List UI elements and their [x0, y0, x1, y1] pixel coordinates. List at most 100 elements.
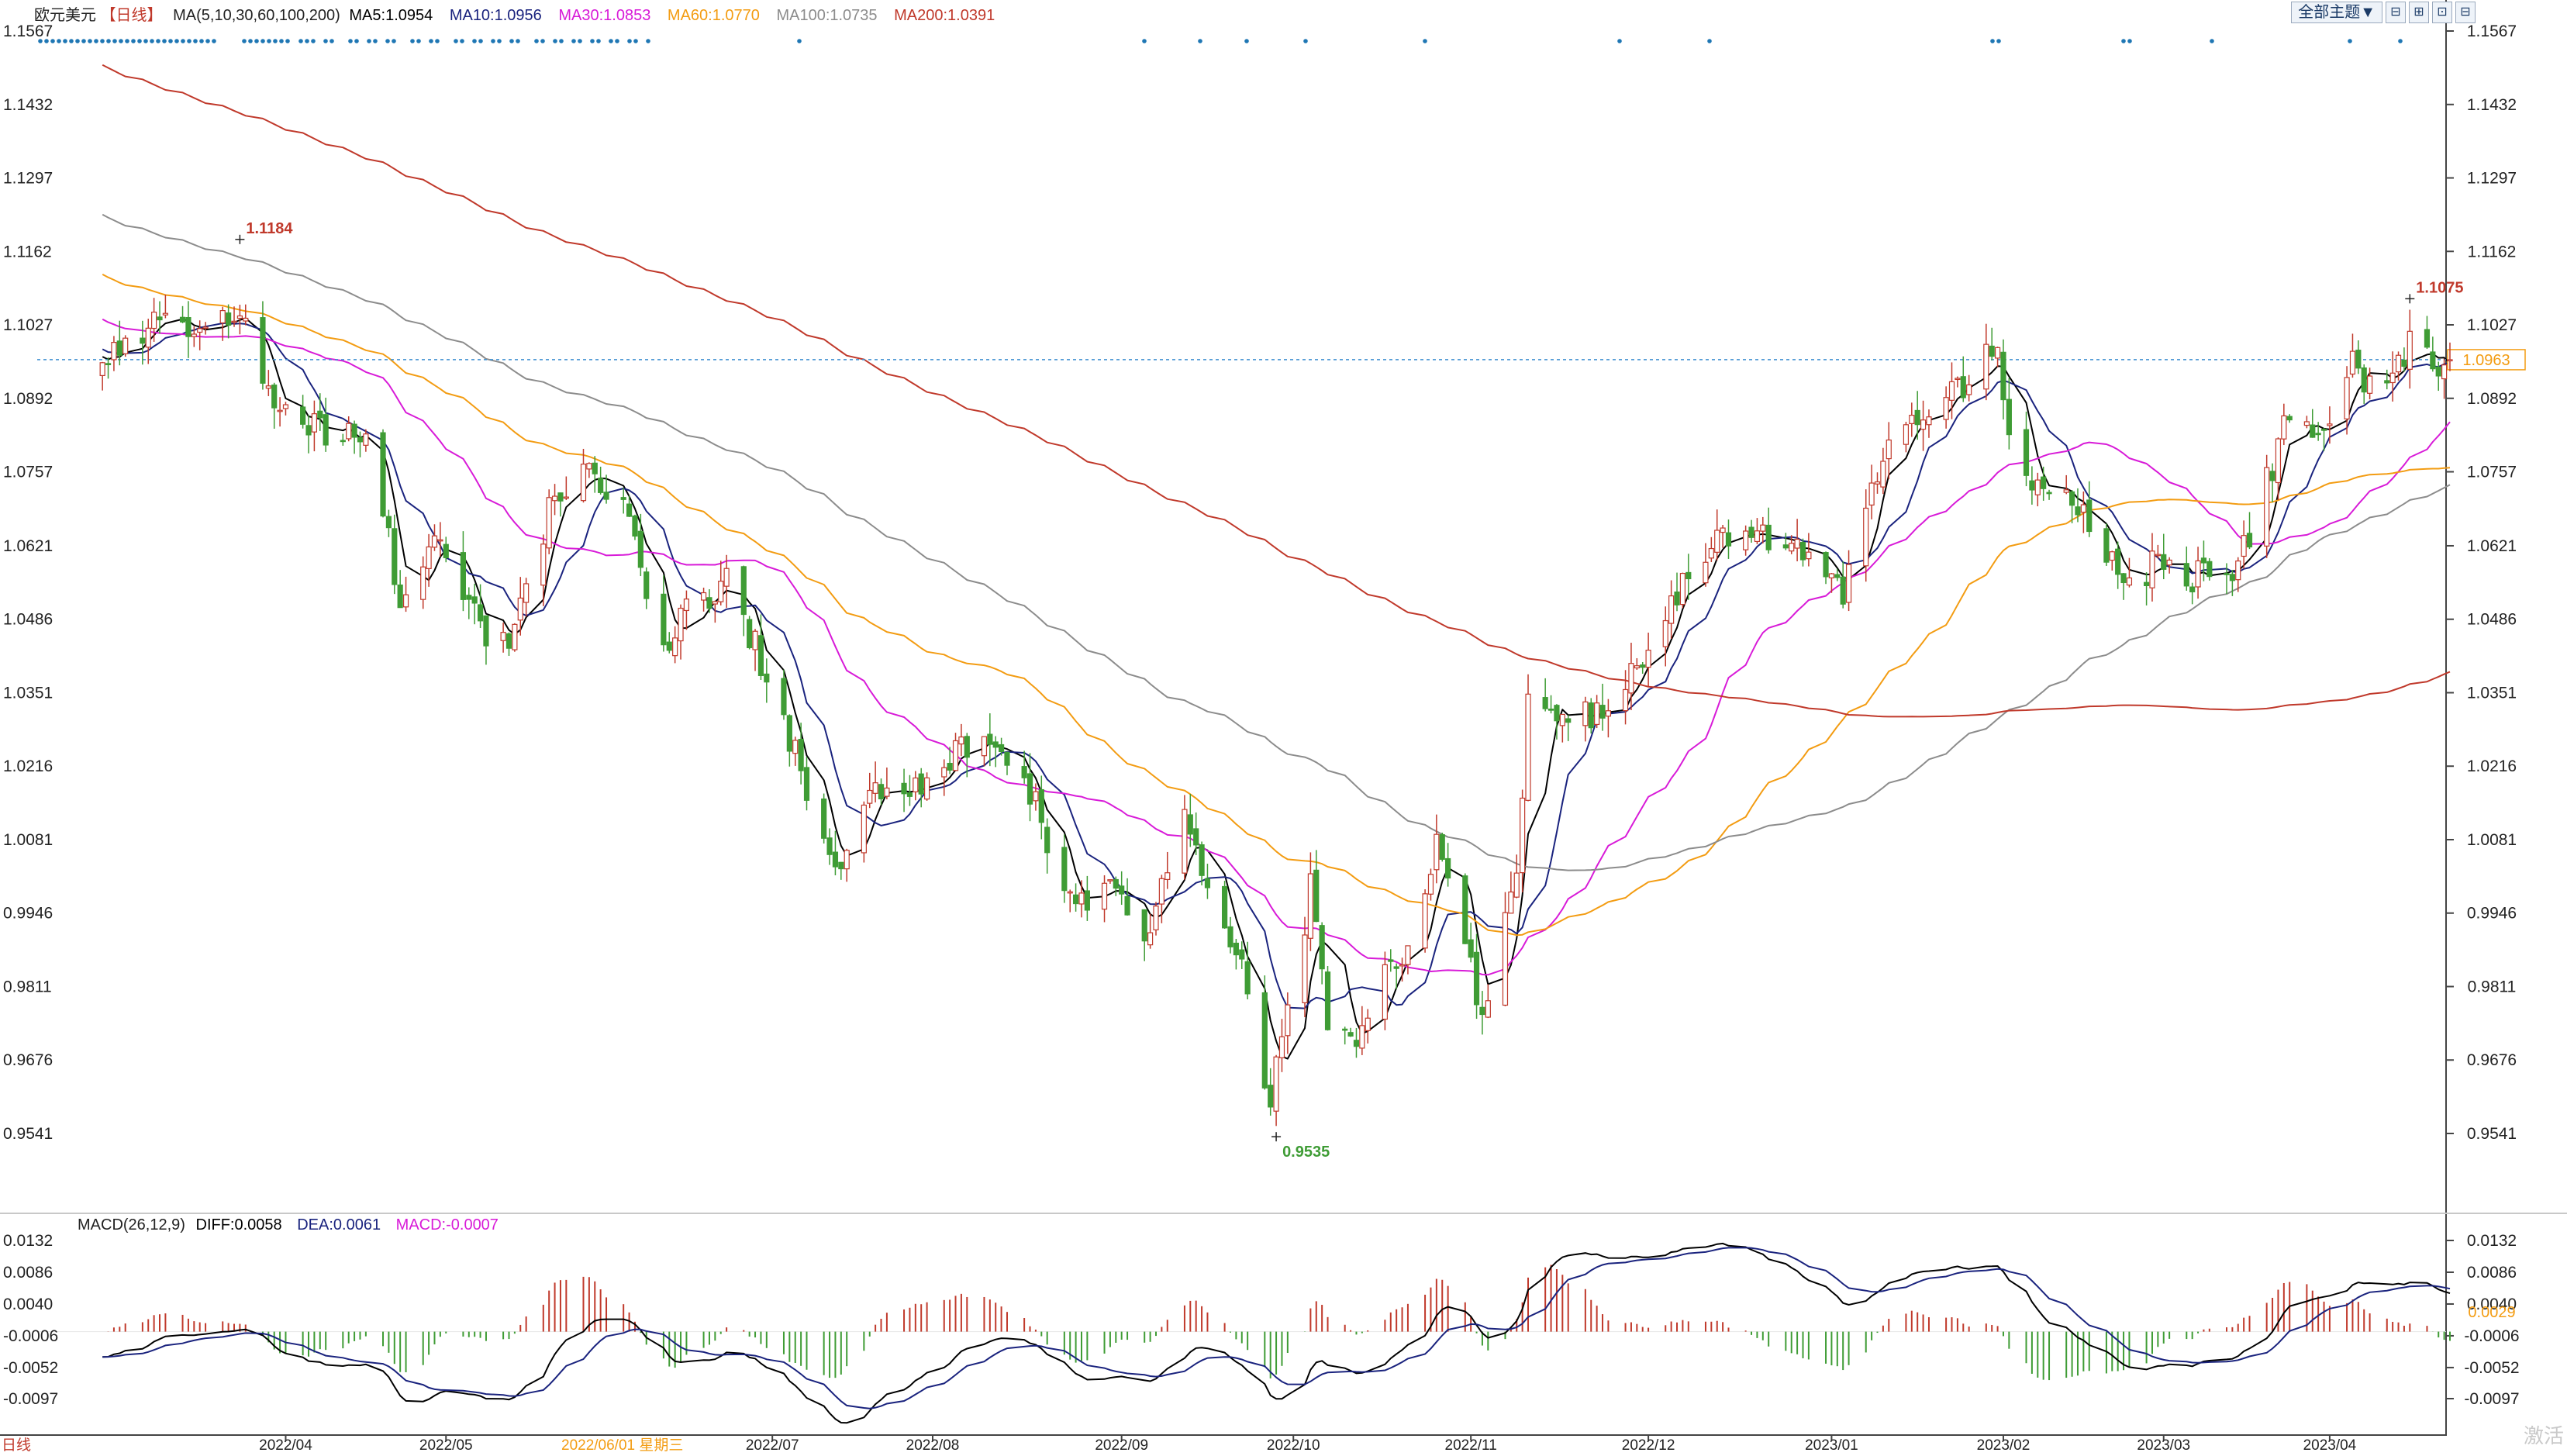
- event-dot: [2210, 39, 2214, 43]
- candle-up: [700, 592, 707, 601]
- candle-up: [1033, 791, 1039, 802]
- macd-tick-label-left: 0.0132: [3, 1232, 53, 1250]
- candle-down: [2384, 380, 2390, 384]
- candle-up: [277, 409, 283, 412]
- window-icon[interactable]: ⊡: [2432, 2, 2452, 23]
- layout-icon[interactable]: ⊟: [2386, 2, 2406, 23]
- candle-up: [1158, 878, 1164, 905]
- event-dot: [559, 39, 564, 43]
- candle-down: [1193, 828, 1199, 846]
- candle-down: [1479, 1006, 1485, 1016]
- candle-up: [1966, 384, 1972, 395]
- candle-up: [2441, 364, 2448, 380]
- ma100-line: [102, 213, 2451, 871]
- event-dot: [168, 39, 173, 43]
- candle-up: [1983, 343, 1989, 390]
- ma10-line: [102, 322, 2451, 1009]
- event-dot: [311, 39, 316, 43]
- candle-up: [1508, 891, 1514, 914]
- candle-up: [1948, 381, 1955, 401]
- candle-down: [1765, 524, 1772, 550]
- event-dot: [44, 39, 49, 43]
- macd-tick-label: 0.0040: [2467, 1296, 2517, 1313]
- candle-up: [2080, 504, 2086, 513]
- candle-down: [1439, 834, 1445, 860]
- diff-value: DIFF:0.0058: [196, 1216, 282, 1233]
- candle-down: [1268, 1085, 1274, 1108]
- dea-value: DEA:0.0061: [297, 1216, 381, 1233]
- candle-up: [1874, 481, 1881, 485]
- macd-tick-label-left: -0.0097: [3, 1390, 58, 1408]
- event-dot: [193, 39, 198, 43]
- price-tick-label: 1.1432: [2467, 96, 2517, 114]
- event-dot: [429, 39, 433, 43]
- candle-up: [1628, 663, 1634, 694]
- candle-down: [2435, 366, 2441, 377]
- candle-up: [1307, 873, 1313, 939]
- candle-down: [626, 503, 633, 517]
- candle-down: [2189, 586, 2196, 592]
- event-dot: [540, 39, 545, 43]
- candle-up: [2367, 375, 2373, 394]
- candle-down: [2000, 351, 2006, 401]
- price-tick-label-left: 1.1567: [3, 22, 53, 40]
- candle-up: [2281, 415, 2287, 440]
- candle-down: [906, 792, 913, 797]
- panel-icon[interactable]: ⊟: [2455, 2, 2476, 23]
- event-dot: [248, 39, 253, 43]
- macd-panel[interactable]: 0.0029: [102, 1242, 2516, 1424]
- ma-params: MA(5,10,30,60,100,200): [173, 7, 340, 24]
- candle-up: [2166, 559, 2172, 566]
- candle-up: [311, 413, 317, 433]
- event-dot: [137, 39, 142, 43]
- candle-up: [1078, 892, 1085, 905]
- footer-period-label[interactable]: 日线: [2, 1437, 31, 1454]
- price-tick-label-left: 1.0892: [3, 390, 53, 408]
- date-tick-label: 2022/12: [1622, 1437, 1675, 1452]
- price-tick-label: 1.1297: [2467, 170, 2517, 188]
- event-dot: [174, 39, 179, 43]
- candle-up: [941, 767, 947, 778]
- candle-down: [1960, 376, 1966, 399]
- chart-toolbar: 全部主题▼ ⊟ ⊞ ⊡ ⊟: [2291, 2, 2476, 23]
- candle-down: [1021, 766, 1027, 778]
- candle-up: [1485, 1000, 1491, 1018]
- candlesticks[interactable]: [99, 295, 2453, 1127]
- candle-down: [2315, 433, 2321, 436]
- candle-down: [1187, 814, 1193, 835]
- candle-down: [1227, 926, 1233, 947]
- event-dot: [285, 39, 290, 43]
- event-dot: [162, 39, 167, 43]
- candle-up: [1278, 1036, 1285, 1058]
- candle-down: [260, 317, 266, 384]
- candle-up: [1920, 419, 1927, 430]
- theme-dropdown-button[interactable]: 全部主题▼: [2291, 2, 2382, 23]
- candle-up: [1845, 564, 1852, 603]
- price-tick-label: 1.0892: [2467, 390, 2517, 408]
- current-price-label: 1.0963: [2462, 352, 2510, 369]
- candle-up: [1422, 893, 1428, 949]
- candle-down: [2046, 492, 2052, 495]
- event-dot: [410, 39, 415, 43]
- macd-current-label: 0.0029: [2468, 1304, 2515, 1321]
- event-dot: [2121, 39, 2126, 43]
- candle-down: [603, 492, 609, 500]
- event-dot: [516, 39, 520, 43]
- event-dot: [596, 39, 601, 43]
- event-dot: [797, 39, 802, 43]
- ma100-value: MA100:1.0735: [776, 7, 877, 24]
- candle-up: [923, 777, 930, 800]
- candle-down: [179, 316, 186, 323]
- price-tick-label-left: 0.9946: [3, 905, 53, 923]
- candle-up: [2155, 554, 2161, 557]
- candle-up: [523, 583, 530, 603]
- event-dot: [181, 39, 185, 43]
- event-dot: [63, 39, 67, 43]
- current-price-tag: [2447, 349, 2526, 371]
- event-dot: [69, 39, 74, 43]
- event-dot: [81, 39, 86, 43]
- candle-down: [2424, 329, 2431, 348]
- grid-icon[interactable]: ⊞: [2409, 2, 2429, 23]
